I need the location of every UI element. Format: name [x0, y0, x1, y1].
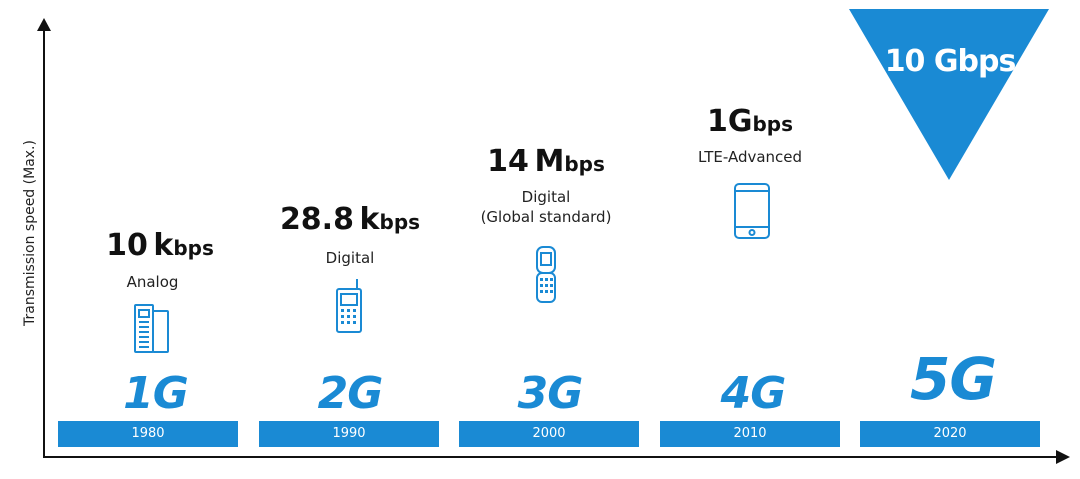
4g-year-bar: 2010: [660, 421, 840, 447]
2g-tech: Digital: [325, 249, 375, 267]
2g-speed: 28.8 kbps: [250, 202, 450, 237]
x-axis: [43, 456, 1058, 458]
y-axis-arrow-icon: [37, 18, 51, 31]
2g-speed-value: 28.8: [279, 202, 354, 237]
4g-speed-value: 1: [706, 104, 728, 139]
y-axis: [43, 28, 45, 457]
3g-year-bar: 2000: [459, 421, 639, 447]
5g-speed-triangle: [849, 9, 1049, 180]
5g-label: 5G: [910, 345, 997, 413]
flip-phone-icon: [536, 246, 556, 303]
4g-tech: LTE-Advanced: [697, 148, 803, 166]
3g-tech-line2: (Global standard): [480, 208, 612, 226]
4g-label: 4G: [720, 368, 787, 419]
3g-tech: Digital (Global standard): [446, 187, 646, 227]
4g-speed-prefix: G: [727, 104, 753, 139]
smartphone-icon: [734, 183, 770, 239]
4g-speed-unit: bps: [752, 112, 794, 136]
2g-label: 2G: [317, 368, 384, 419]
3g-speed: 14 Mbps: [446, 144, 646, 179]
1g-speed-value: 10: [106, 228, 148, 263]
4g-speed: 1Gbps: [650, 104, 850, 139]
3g-speed-prefix: M: [534, 144, 565, 179]
1g-label: 1G: [123, 368, 189, 419]
1g-speed: 10 kbps: [60, 228, 260, 263]
2g-year-bar: 1990: [259, 421, 439, 447]
y-axis-label: Transmission speed (Max.): [22, 140, 38, 326]
x-axis-arrow-icon: [1056, 450, 1070, 464]
1g-speed-prefix: k: [153, 228, 174, 263]
5g-year-bar: 2020: [860, 421, 1040, 447]
1g-tech: Analog: [126, 273, 179, 291]
feature-phone-icon: [336, 279, 362, 333]
3g-speed-unit: bps: [564, 152, 605, 176]
1g-year-bar: 1980: [58, 421, 238, 447]
3g-speed-value: 14: [487, 144, 529, 179]
2g-speed-unit: bps: [379, 210, 421, 234]
brick-phone-icon: [134, 304, 169, 353]
5g-speed-label: 10 Gbps: [884, 44, 1017, 79]
3g-tech-line1: Digital: [521, 188, 571, 206]
3g-label: 3G: [517, 368, 584, 419]
2g-speed-prefix: k: [359, 202, 380, 237]
1g-speed-unit: bps: [173, 236, 214, 260]
